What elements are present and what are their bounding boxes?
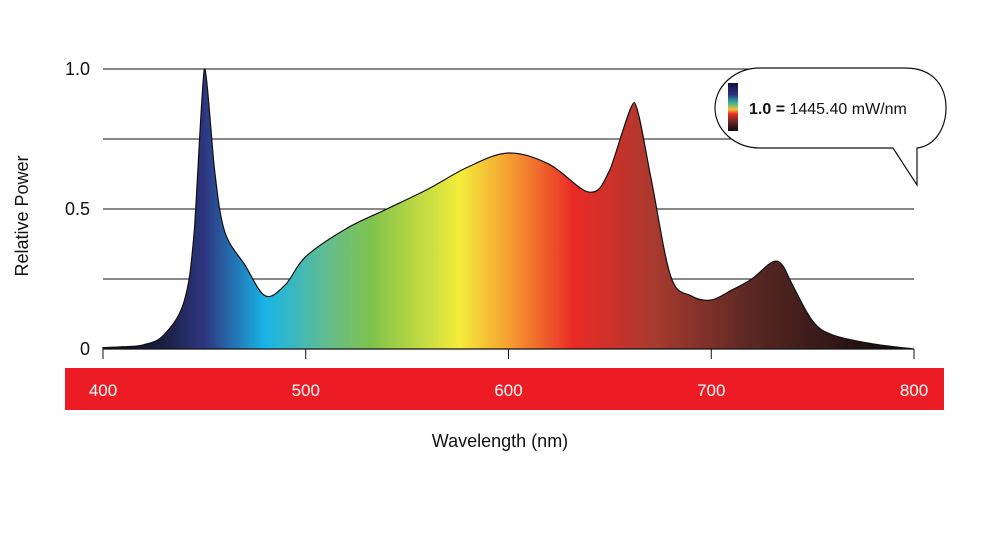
y-tick-label: 1.0 [65, 59, 90, 79]
x-tick-label: 700 [697, 381, 725, 400]
x-tick-label: 500 [292, 381, 320, 400]
legend-color-scale [728, 83, 738, 131]
x-tick-label: 600 [494, 381, 522, 400]
x-axis-bar [65, 368, 944, 410]
x-tick-label: 400 [89, 381, 117, 400]
legend-scale-text: 1445.40 mW/nm [789, 101, 906, 118]
legend-scale-value: 1.0 = [749, 101, 785, 118]
y-axis-label: Relative Power [12, 155, 32, 276]
spectrum-area [102, 68, 915, 350]
y-tick-label: 0 [80, 339, 90, 359]
x-axis-label: Wavelength (nm) [432, 431, 568, 451]
y-tick-label: 0.5 [65, 199, 90, 219]
legend-text: 1.0 = 1445.40 mW/nm [749, 101, 907, 118]
x-tick-label: 800 [900, 381, 928, 400]
legend-bubble: 1.0 = 1445.40 mW/nm [714, 67, 947, 188]
